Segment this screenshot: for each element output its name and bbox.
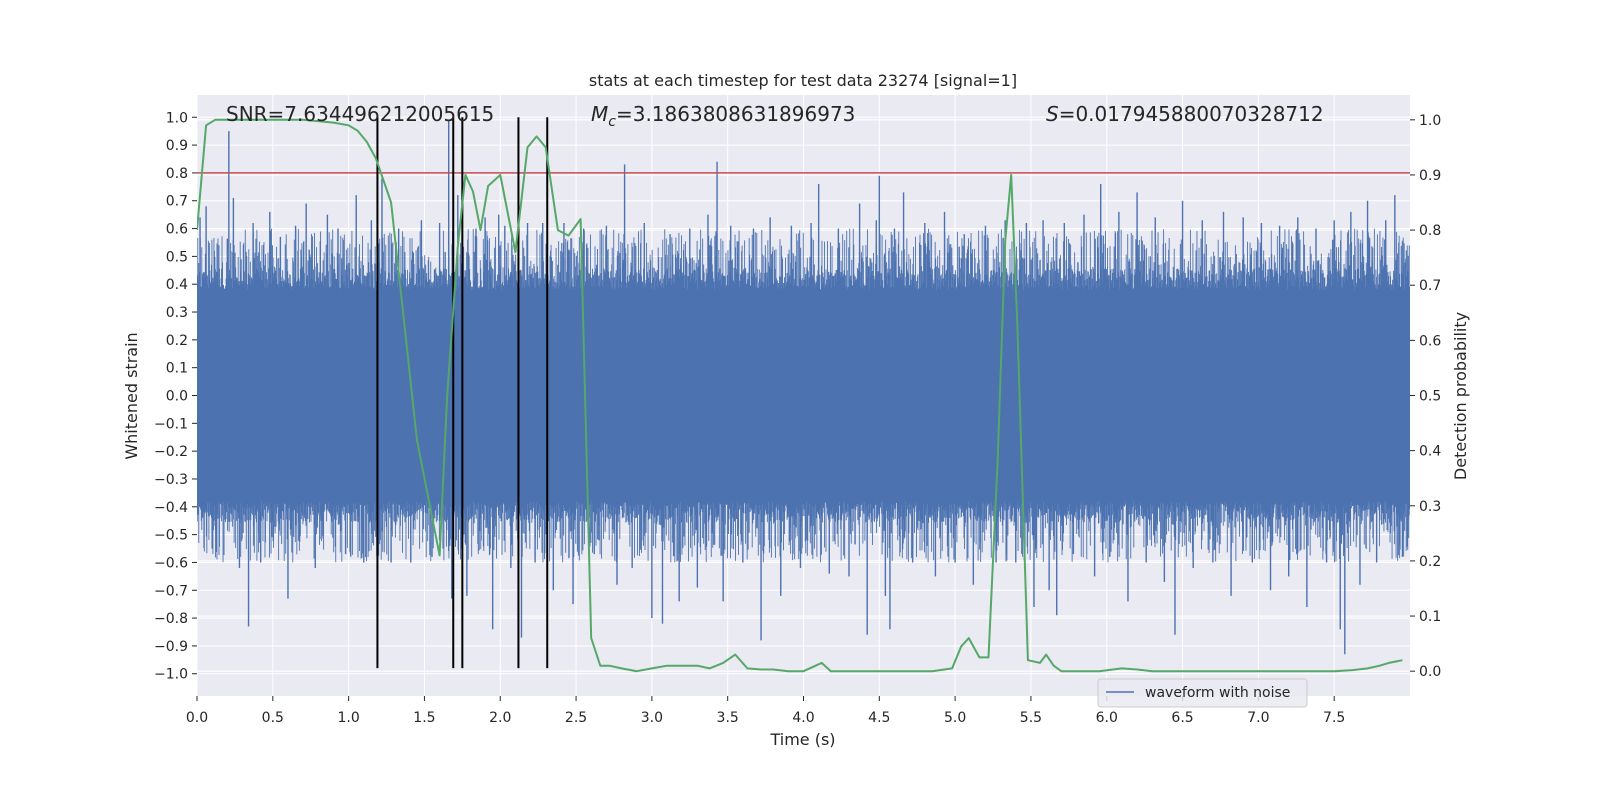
y-left-tick-label: 0.3 <box>166 305 188 321</box>
y-right-tick-label: 0.5 <box>1419 389 1441 405</box>
y-left-tick-label: 0.6 <box>166 222 188 238</box>
x-tick-label: 0.0 <box>186 710 208 726</box>
y-left-tick-label: 0.8 <box>166 166 188 182</box>
detection-probability-line <box>197 118 1403 673</box>
y-right-tick-label: 0.0 <box>1419 664 1441 680</box>
y-right-tick-label: 1.0 <box>1419 113 1441 129</box>
y-left-tick-label: −0.5 <box>154 528 188 544</box>
x-tick-label: 1.5 <box>413 710 435 726</box>
x-tick-label: 2.5 <box>565 710 587 726</box>
y-left-tick-label: −0.7 <box>154 583 188 599</box>
x-tick-label: 0.5 <box>262 710 284 726</box>
x-tick-label: 6.0 <box>1096 710 1118 726</box>
y-axis-right-label: Detection probability <box>1451 312 1470 480</box>
waveform-with-noise-series <box>197 228 1410 563</box>
x-tick-label: 4.5 <box>868 710 890 726</box>
y-right-tick-label: 0.3 <box>1419 499 1441 515</box>
y-axis-left-label: Whitened strain <box>122 332 141 459</box>
y-left-tick-label: 0.7 <box>166 194 188 210</box>
y-left-tick-label: −0.1 <box>154 416 188 432</box>
s-annotation: S=0.017945880070328712 <box>1046 102 1324 126</box>
y-right-tick-label: 0.9 <box>1419 168 1441 184</box>
y-left-tick-label: 0.0 <box>166 389 188 405</box>
x-tick-label: 7.0 <box>1247 710 1269 726</box>
waveform-core-band <box>197 289 1410 502</box>
chirp-mass-symbol: M <box>591 102 608 126</box>
x-tick-label: 5.5 <box>1020 710 1042 726</box>
y-left-tick-label: −0.9 <box>154 639 188 655</box>
s-value: =0.017945880070328712 <box>1059 102 1324 126</box>
x-axis-label: Time (s) <box>769 730 835 749</box>
x-tick-label: 6.5 <box>1171 710 1193 726</box>
y-left-tick-label: −0.6 <box>154 555 188 571</box>
x-tick-label: 3.0 <box>641 710 663 726</box>
y-left-tick-label: −0.2 <box>154 444 188 460</box>
y-right-tick-label: 0.8 <box>1419 223 1441 239</box>
left-axis-ticks: −1.0 −0.9 −0.8 −0.7 −0.6 −0.5 −0.4 −0.3 −0.2 −0.1… <box>154 110 197 683</box>
chart-title: stats at each timestep for test data 232… <box>589 71 1017 90</box>
detection-probability-series <box>197 118 1403 673</box>
y-right-tick-label: 0.6 <box>1419 333 1441 349</box>
y-left-tick-label: 0.1 <box>166 361 188 377</box>
legend: waveform with noise <box>1097 678 1308 708</box>
y-left-tick-label: 0.9 <box>166 138 188 154</box>
s-symbol: S <box>1046 102 1059 126</box>
x-tick-label: 3.5 <box>717 710 739 726</box>
y-left-tick-label: 0.2 <box>166 333 188 349</box>
legend-box <box>1097 678 1308 708</box>
y-left-tick-label: −0.8 <box>154 611 188 627</box>
x-tick-label: 5.0 <box>944 710 966 726</box>
y-left-tick-label: 1.0 <box>166 110 188 126</box>
y-left-tick-label: −0.4 <box>154 500 188 516</box>
y-left-tick-label: 0.4 <box>166 277 188 293</box>
y-left-tick-label: −0.3 <box>154 472 188 488</box>
x-axis-ticks: 0.0 0.5 1.0 1.5 2.0 2.5 3.0 3.5 4.0 4.5 5.0 5.5 6.0 6… <box>186 696 1345 726</box>
chirp-mass-annotation: Mc=3.1863808631896973 <box>591 102 855 130</box>
y-right-tick-label: 0.7 <box>1419 278 1441 294</box>
y-left-tick-label: 0.5 <box>166 249 188 265</box>
y-left-tick-label: −1.0 <box>154 667 188 683</box>
x-tick-label: 2.0 <box>489 710 511 726</box>
chirp-mass-value: =3.1863808631896973 <box>616 102 855 126</box>
x-tick-label: 4.0 <box>792 710 814 726</box>
chirp-mass-subscript: c <box>608 114 616 130</box>
legend-label: waveform with noise <box>1145 685 1290 701</box>
y-right-tick-label: 0.1 <box>1419 609 1441 625</box>
snr-annotation: SNR=7.634496212005615 <box>226 102 494 126</box>
y-right-tick-label: 0.2 <box>1419 554 1441 570</box>
y-right-tick-label: 0.4 <box>1419 444 1441 460</box>
right-axis-ticks: 0.0 0.1 0.2 0.3 0.4 0.5 0.6 0.7 0.8 0.9 1.0 <box>1410 113 1441 680</box>
x-tick-label: 7.5 <box>1323 710 1345 726</box>
x-tick-label: 1.0 <box>337 710 359 726</box>
